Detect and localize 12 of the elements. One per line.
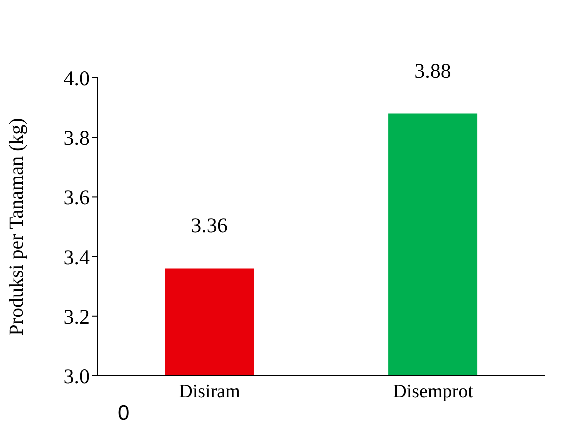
y-tick-label: 4.0 [64, 66, 90, 90]
y-tick-label: 3.0 [64, 364, 90, 388]
data-label: 3.36 [191, 214, 228, 238]
y-tick-label: 3.2 [64, 304, 90, 329]
x-tick-label: Disiram [179, 381, 241, 402]
text: 0 [118, 402, 130, 426]
y-axis-title: Produksi per Tanaman (kg) [6, 118, 28, 336]
x-tick-label: Disemprot [393, 381, 474, 402]
data-label: 3.88 [414, 58, 452, 83]
y-tick-label: 3.8 [64, 126, 90, 150]
y-tick-label: 3.4 [64, 245, 90, 270]
y-tick-label: 3.6 [64, 186, 90, 210]
